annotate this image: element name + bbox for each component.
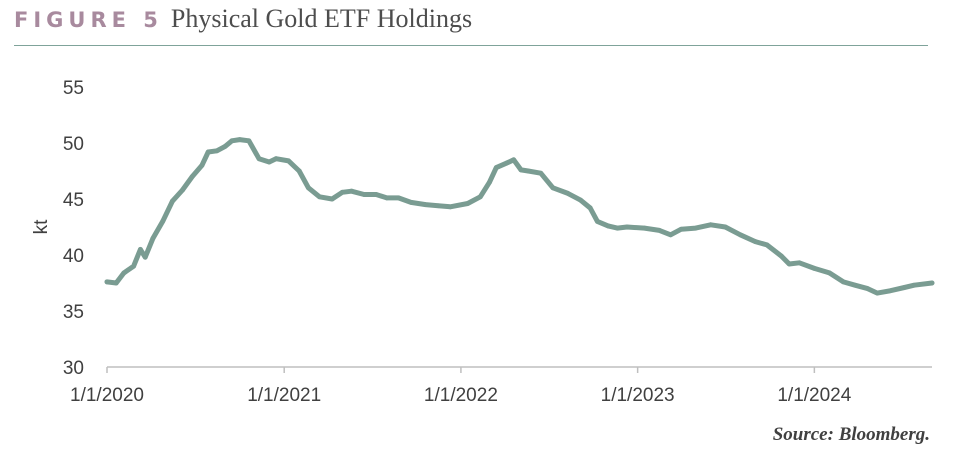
x-tick-label: 1/1/2022 bbox=[424, 385, 498, 406]
data-point bbox=[373, 192, 379, 197]
data-point bbox=[349, 188, 354, 194]
data-point bbox=[214, 148, 220, 154]
header-divider bbox=[14, 45, 928, 46]
data-point bbox=[708, 222, 714, 228]
data-point bbox=[578, 197, 583, 203]
data-point bbox=[339, 189, 345, 195]
data-point bbox=[113, 280, 119, 286]
data-point bbox=[138, 247, 143, 252]
data-point bbox=[199, 163, 205, 168]
data-point bbox=[256, 156, 262, 162]
data-point bbox=[538, 170, 544, 176]
data-point bbox=[852, 282, 858, 288]
data-point bbox=[614, 225, 620, 231]
data-point bbox=[361, 192, 367, 197]
data-point bbox=[550, 185, 556, 191]
data-point bbox=[911, 282, 917, 288]
x-tick-label: 1/1/2021 bbox=[247, 385, 321, 406]
data-point bbox=[796, 260, 802, 266]
data-point bbox=[150, 235, 156, 241]
data-point bbox=[435, 203, 441, 209]
data-point bbox=[408, 199, 414, 205]
data-point bbox=[786, 261, 792, 267]
data-point bbox=[180, 187, 185, 193]
data-point bbox=[887, 288, 893, 294]
data-point bbox=[306, 185, 311, 191]
data-point bbox=[678, 226, 684, 232]
y-tick-label: 30 bbox=[63, 358, 84, 379]
data-point bbox=[826, 270, 832, 276]
data-point bbox=[840, 279, 846, 285]
data-point bbox=[518, 167, 524, 173]
data-point bbox=[246, 138, 252, 144]
y-tick-label: 35 bbox=[63, 302, 84, 323]
data-point bbox=[142, 254, 148, 260]
data-point bbox=[587, 205, 593, 211]
data-point bbox=[605, 223, 611, 229]
data-point bbox=[779, 253, 784, 259]
x-tick-label: 1/1/2020 bbox=[70, 385, 144, 406]
data-point bbox=[752, 239, 758, 244]
data-point bbox=[657, 227, 662, 233]
figure-header: FIGURE 5 Physical Gold ETF Holdings bbox=[14, 4, 472, 40]
data-point bbox=[902, 285, 907, 290]
data-point bbox=[511, 157, 517, 163]
data-point bbox=[273, 156, 279, 162]
data-point bbox=[874, 290, 880, 296]
data-point bbox=[205, 149, 211, 155]
data-point bbox=[722, 224, 728, 230]
data-point bbox=[487, 179, 492, 185]
plot-area bbox=[104, 137, 935, 296]
y-tick-label: 40 bbox=[63, 246, 84, 267]
x-tick-label: 1/1/2023 bbox=[601, 385, 675, 406]
source-note: Source: Bloomberg. bbox=[772, 424, 930, 445]
series-line bbox=[104, 137, 935, 296]
data-point bbox=[121, 270, 127, 276]
figure-title: Physical Gold ETF Holdings bbox=[170, 4, 473, 33]
data-point bbox=[447, 204, 453, 210]
data-point bbox=[384, 195, 390, 201]
data-point bbox=[504, 160, 509, 166]
y-axis-label: kt bbox=[31, 219, 52, 235]
data-point bbox=[668, 232, 673, 238]
y-tick-label: 45 bbox=[63, 190, 84, 211]
data-point bbox=[595, 219, 600, 224]
data-point bbox=[865, 286, 871, 291]
data-point bbox=[929, 280, 935, 286]
data-point bbox=[764, 242, 770, 248]
data-point bbox=[169, 198, 175, 204]
data-point bbox=[624, 224, 630, 230]
x-axis: 1/1/2020 1/1/2021 1/1/2022 1/1/2023 1/1/2024 bbox=[70, 366, 932, 406]
data-point bbox=[189, 174, 195, 180]
data-point bbox=[465, 201, 471, 206]
data-point bbox=[266, 159, 272, 165]
data-point bbox=[693, 225, 699, 231]
data-point bbox=[222, 143, 228, 149]
data-point bbox=[296, 168, 302, 174]
data-point bbox=[493, 165, 499, 171]
data-point bbox=[396, 195, 401, 201]
y-tick-label: 50 bbox=[63, 134, 84, 155]
data-point bbox=[737, 232, 743, 238]
data-point bbox=[811, 266, 817, 271]
data-point bbox=[104, 279, 110, 285]
data-point bbox=[565, 191, 571, 196]
figure-label: FIGURE 5 bbox=[14, 8, 163, 32]
data-point bbox=[237, 137, 243, 143]
y-tick-label: 55 bbox=[63, 78, 84, 99]
data-point bbox=[131, 263, 137, 269]
data-point bbox=[317, 194, 322, 200]
data-point bbox=[477, 194, 483, 200]
data-point bbox=[229, 138, 235, 144]
data-point bbox=[329, 196, 335, 202]
x-tick-label: 1/1/2024 bbox=[777, 385, 851, 406]
data-point bbox=[286, 158, 291, 164]
data-point bbox=[525, 168, 531, 174]
data-point bbox=[423, 202, 428, 208]
data-point bbox=[160, 219, 166, 224]
data-point bbox=[642, 225, 647, 231]
y-axis: 30 35 40 45 50 55 bbox=[63, 78, 84, 379]
